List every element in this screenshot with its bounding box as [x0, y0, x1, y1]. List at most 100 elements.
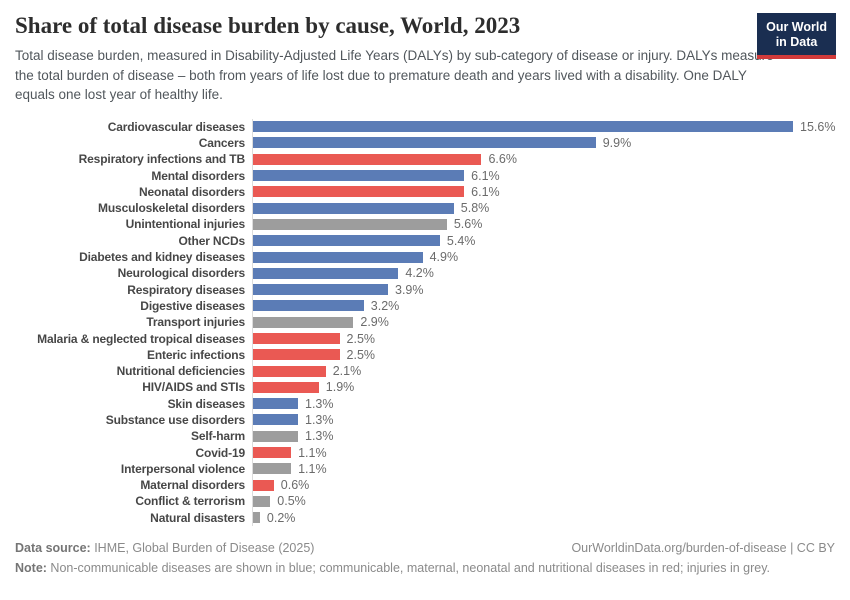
bar-row[interactable]: Skin diseases 1.3%	[15, 395, 835, 412]
value-label: 9.9%	[602, 135, 632, 150]
bar[interactable]	[253, 381, 319, 393]
bar[interactable]	[253, 512, 260, 524]
bar-row[interactable]: Nutritional deficiencies 2.1%	[15, 362, 835, 380]
value-label: 6.1%	[471, 184, 500, 199]
footnote-text: Non-communicable diseases are shown in b…	[46, 560, 771, 575]
bar[interactable]	[253, 267, 399, 279]
bar-track: 4.2%	[252, 265, 835, 282]
bar-row[interactable]: Digestive diseases 3.2%	[15, 297, 835, 315]
category-label: Interpersonal violence	[120, 461, 245, 476]
bar-track: 2.5%	[252, 330, 835, 347]
bar-row[interactable]: Transport injuries 2.9%	[15, 314, 835, 331]
bar[interactable]	[253, 495, 271, 507]
owid-url-link[interactable]: OurWorldinData.org/burden-of-disease | C…	[571, 540, 835, 555]
bar-row[interactable]: Musculoskeletal disorders 5.8%	[15, 199, 835, 217]
bar[interactable]	[253, 186, 465, 198]
bar-row[interactable]: Malaria & neglected tropical diseases 2.5…	[15, 330, 835, 347]
bar-chart: Cardiovascular diseases 15.6% Cancers 9.9% R…	[15, 118, 835, 526]
bar[interactable]	[253, 121, 793, 133]
bar[interactable]	[253, 333, 340, 344]
bar-track: 0.2%	[252, 509, 835, 526]
category-label: Other NCDs	[178, 233, 245, 248]
bar[interactable]	[253, 479, 274, 491]
bar-track: 0.6%	[252, 477, 835, 494]
value-label: 1.3%	[305, 396, 334, 411]
bar[interactable]	[253, 218, 447, 230]
value-label: 3.9%	[395, 282, 424, 297]
bar[interactable]	[253, 398, 298, 410]
category-label: Mental disorders	[151, 168, 245, 183]
bar-row[interactable]: Mental disorders 6.1%	[15, 167, 835, 184]
bar[interactable]	[253, 137, 596, 149]
bar[interactable]	[253, 300, 364, 312]
category-label: Skin diseases	[167, 396, 246, 411]
bar-row[interactable]: Enteric infections 2.5%	[15, 346, 835, 363]
value-label: 0.2%	[266, 510, 296, 525]
bar[interactable]	[253, 235, 440, 247]
bar-rows: Cardiovascular diseases 15.6% Cancers 9.9% R…	[15, 118, 835, 526]
bar[interactable]	[253, 251, 423, 263]
value-label: 2.9%	[360, 315, 389, 330]
data-source-text: IHME, Global Burden of Disease (2025)	[90, 540, 315, 555]
bar-track: 2.9%	[252, 314, 835, 331]
data-source-label: Data source:	[15, 540, 91, 555]
bar[interactable]	[253, 202, 454, 214]
bar-row[interactable]: Conflict & terrorism 0.5%	[15, 493, 835, 510]
bar[interactable]	[253, 414, 298, 426]
bar[interactable]	[253, 349, 340, 361]
bar-row[interactable]: Neurological disorders 4.2%	[15, 265, 835, 282]
bar[interactable]	[253, 365, 326, 377]
bar[interactable]	[253, 153, 482, 165]
value-label: 4.9%	[429, 250, 459, 265]
bar-track: 15.6%	[252, 118, 835, 135]
bar-row[interactable]: Natural disasters 0.2%	[15, 509, 835, 526]
value-label: 2.5%	[346, 331, 376, 346]
category-label: Transport injuries	[146, 315, 245, 330]
value-label: 5.4%	[446, 233, 476, 248]
bar-track: 1.3%	[252, 395, 835, 412]
category-label: Enteric infections	[147, 347, 245, 362]
value-label: 1.1%	[298, 445, 327, 460]
category-label: Unintentional injuries	[125, 217, 246, 232]
bar-row[interactable]: Respiratory infections and TB 6.6%	[15, 151, 835, 168]
bar[interactable]	[253, 447, 292, 459]
value-label: 5.8%	[460, 201, 490, 216]
bar-row[interactable]: Interpersonal violence 1.1%	[15, 460, 835, 478]
bar-track: 1.1%	[252, 444, 835, 461]
category-label: Neonatal disorders	[139, 184, 245, 199]
value-label: 0.5%	[277, 494, 306, 509]
bar-row[interactable]: Diabetes and kidney diseases 4.9%	[15, 248, 835, 266]
bar[interactable]	[253, 430, 298, 442]
bar-track: 1.9%	[252, 379, 835, 396]
bar[interactable]	[253, 170, 465, 182]
bar-row[interactable]: Covid-19 1.1%	[15, 444, 835, 461]
bar-row[interactable]: Self-harm 1.3%	[15, 428, 835, 445]
bar-row[interactable]: Maternal disorders 0.6%	[15, 477, 835, 494]
bar-track: 0.5%	[252, 493, 835, 510]
bar-row[interactable]: Cardiovascular diseases 15.6%	[15, 118, 835, 135]
owid-logo-line1: Our World	[766, 20, 827, 34]
bar[interactable]	[253, 284, 388, 296]
bar-row[interactable]: Unintentional injuries 5.6%	[15, 216, 835, 233]
owid-logo[interactable]: Our World in Data	[757, 13, 836, 59]
footnote: Note: Non-communicable diseases are show…	[15, 561, 835, 575]
bar-track: 5.4%	[252, 232, 835, 249]
bar-track: 6.1%	[252, 167, 835, 184]
category-label: Cardiovascular diseases	[107, 119, 245, 134]
bar-row[interactable]: Neonatal disorders 6.1%	[15, 183, 835, 200]
bar-row[interactable]: Cancers 9.9%	[15, 134, 835, 152]
value-label: 6.6%	[488, 152, 517, 167]
bar-track: 4.9%	[252, 248, 835, 266]
bar-row[interactable]: Substance use disorders 1.3%	[15, 411, 835, 429]
value-label: 0.6%	[280, 478, 310, 493]
value-label: 3.2%	[370, 298, 400, 313]
bar-row[interactable]: Other NCDs 5.4%	[15, 232, 835, 249]
bar[interactable]	[253, 316, 354, 328]
bar[interactable]	[253, 463, 292, 475]
bar-track: 5.8%	[252, 199, 835, 217]
bar-row[interactable]: Respiratory diseases 3.9%	[15, 281, 835, 298]
bar-row[interactable]: HIV/AIDS and STIs 1.9%	[15, 379, 835, 396]
value-label: 4.2%	[405, 266, 434, 281]
category-label: Musculoskeletal disorders	[98, 201, 245, 216]
